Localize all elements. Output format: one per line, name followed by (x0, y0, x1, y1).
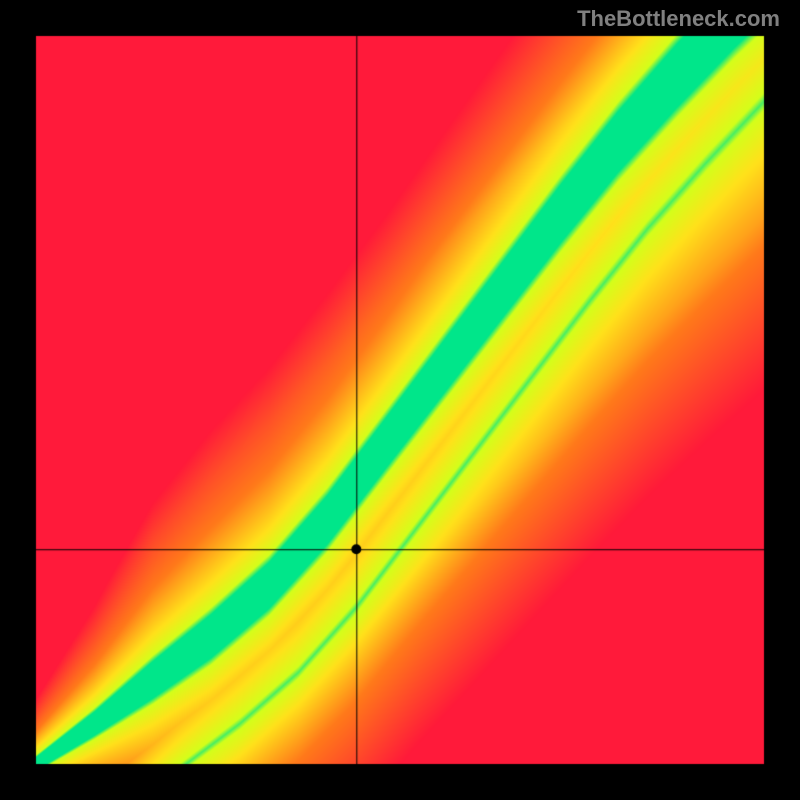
bottleneck-heatmap-canvas (0, 0, 800, 800)
chart-container: TheBottleneck.com (0, 0, 800, 800)
watermark-text: TheBottleneck.com (577, 6, 780, 32)
